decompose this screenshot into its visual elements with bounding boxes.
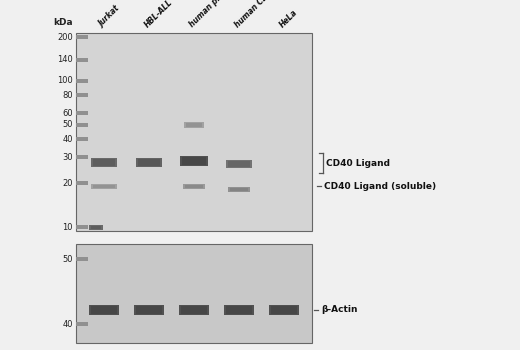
Text: CD40 Ligand (soluble): CD40 Ligand (soluble) <box>324 182 436 191</box>
Bar <box>93 185 114 188</box>
Bar <box>76 244 312 343</box>
Text: human CD4⁺ T-cells: human CD4⁺ T-cells <box>233 0 297 29</box>
Bar <box>271 306 297 314</box>
Text: HBL-ALL: HBL-ALL <box>142 0 174 29</box>
Text: 40: 40 <box>62 135 73 144</box>
Bar <box>90 225 100 229</box>
Text: 100: 100 <box>57 76 73 85</box>
Bar <box>181 306 207 314</box>
Text: 10: 10 <box>62 223 73 231</box>
Bar <box>90 158 116 167</box>
Text: 30: 30 <box>62 153 73 162</box>
Bar <box>180 156 208 166</box>
Text: 80: 80 <box>62 91 73 100</box>
Text: 140: 140 <box>57 55 73 64</box>
Bar <box>76 322 88 326</box>
Bar <box>76 225 88 229</box>
Bar <box>76 79 88 83</box>
Bar <box>269 305 300 315</box>
Bar <box>76 257 88 261</box>
Bar <box>228 187 250 192</box>
Bar <box>226 306 252 314</box>
Text: kDa: kDa <box>54 18 73 27</box>
Bar <box>76 35 88 39</box>
Bar <box>185 185 203 188</box>
Bar <box>76 58 88 62</box>
Text: 40: 40 <box>62 320 73 329</box>
Text: β-Actin: β-Actin <box>321 306 358 314</box>
Text: CD40 Ligand: CD40 Ligand <box>326 159 390 168</box>
Bar <box>88 224 102 230</box>
Bar <box>76 123 88 127</box>
Text: 50: 50 <box>62 255 73 264</box>
Bar <box>182 156 206 164</box>
Bar <box>88 305 119 315</box>
Text: human platelet: human platelet <box>188 0 240 29</box>
Bar <box>224 305 254 315</box>
Text: 200: 200 <box>57 33 73 42</box>
Bar <box>230 188 248 191</box>
Bar <box>76 33 312 231</box>
Bar <box>183 184 205 189</box>
Bar <box>134 305 164 315</box>
Text: 20: 20 <box>62 178 73 188</box>
Bar <box>93 159 114 166</box>
Bar <box>228 161 250 167</box>
Bar <box>136 306 162 314</box>
Bar <box>76 93 88 97</box>
Text: Jurkat: Jurkat <box>97 4 122 29</box>
Text: 50: 50 <box>62 120 73 130</box>
Bar <box>76 137 88 141</box>
Text: 60: 60 <box>62 109 73 118</box>
Bar <box>226 160 252 168</box>
Bar <box>76 181 88 185</box>
Bar <box>90 184 116 189</box>
Bar <box>136 158 162 167</box>
Bar <box>184 122 204 128</box>
Bar <box>76 155 88 159</box>
Bar <box>138 159 160 166</box>
Bar <box>179 305 209 315</box>
Bar <box>90 306 116 314</box>
Bar <box>186 123 202 127</box>
Text: HeLa: HeLa <box>278 7 300 29</box>
Bar <box>76 111 88 116</box>
